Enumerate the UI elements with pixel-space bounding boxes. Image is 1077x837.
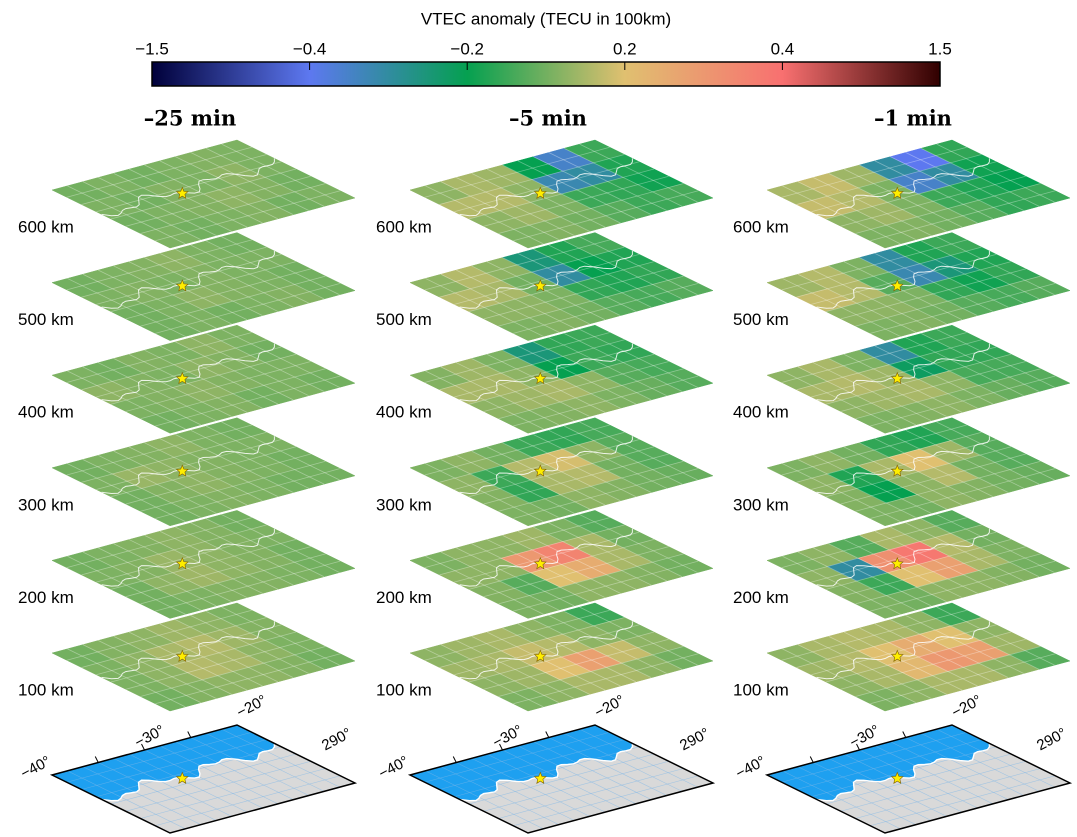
layer [767,325,1070,433]
layer [767,418,1070,526]
figure: VTEC anomaly (TECU in 100km) −1.5 −0.4 −0.… [0,0,1077,837]
base-map [410,725,713,833]
map-label: −20° [234,692,270,722]
layer [410,510,713,618]
map-tick [188,732,191,738]
panel-title: –5 min [509,106,587,131]
map-label: −20° [949,692,985,722]
colorbar-tick-label: 0.2 [613,39,637,58]
layer [52,140,355,248]
layer [410,603,713,711]
map-label: 290° [1034,725,1069,755]
map-tick [903,732,906,738]
altitude-label: 500 km [18,310,74,329]
altitude-label: 200 km [733,588,789,607]
layer [52,325,355,433]
layer [410,325,713,433]
colorbar-tick-label: −0.4 [293,39,327,58]
map-label: 290° [677,725,712,755]
altitude-label: 400 km [733,403,789,422]
layer [52,418,355,526]
base-map [52,725,355,833]
layer [410,418,713,526]
map-label: −40° [733,753,769,783]
map-label: −40° [376,753,412,783]
base-map [767,725,1070,833]
map-tick [810,757,813,763]
colorbar-tick-label: −0.2 [450,39,484,58]
map-tick [453,757,456,763]
colorbar-tick-label: 0.4 [771,39,795,58]
layer [410,140,713,248]
altitude-label: 500 km [733,310,789,329]
altitude-label: 300 km [376,495,432,514]
layer [767,603,1070,711]
panel-title: –25 min [144,106,237,131]
altitude-label: 600 km [733,217,789,236]
altitude-label: 300 km [733,495,789,514]
map-label: −20° [592,692,628,722]
colorbar-title: VTEC anomaly (TECU in 100km) [421,9,671,28]
altitude-label: 400 km [18,403,74,422]
altitude-label: 600 km [18,217,74,236]
map-tick [95,757,98,763]
altitude-label: 400 km [376,403,432,422]
altitude-label: 300 km [18,495,74,514]
altitude-label: 500 km [376,310,432,329]
layer [52,603,355,711]
altitude-label: 200 km [18,588,74,607]
colorbar [152,62,940,86]
altitude-label: 100 km [376,680,432,699]
layer [52,233,355,341]
map-label: −40° [18,753,54,783]
altitude-label: 100 km [18,680,74,699]
colorbar-tick-label: −1.5 [135,39,169,58]
layer [410,233,713,341]
map-tick [546,732,549,738]
layer [767,510,1070,618]
layer [767,140,1070,248]
layer [52,510,355,618]
altitude-label: 100 km [733,680,789,699]
altitude-label: 600 km [376,217,432,236]
altitude-label: 200 km [376,588,432,607]
layer [767,233,1070,341]
panel-title: –1 min [874,106,952,131]
colorbar-tick-label: 1.5 [928,39,952,58]
map-label: 290° [319,725,354,755]
